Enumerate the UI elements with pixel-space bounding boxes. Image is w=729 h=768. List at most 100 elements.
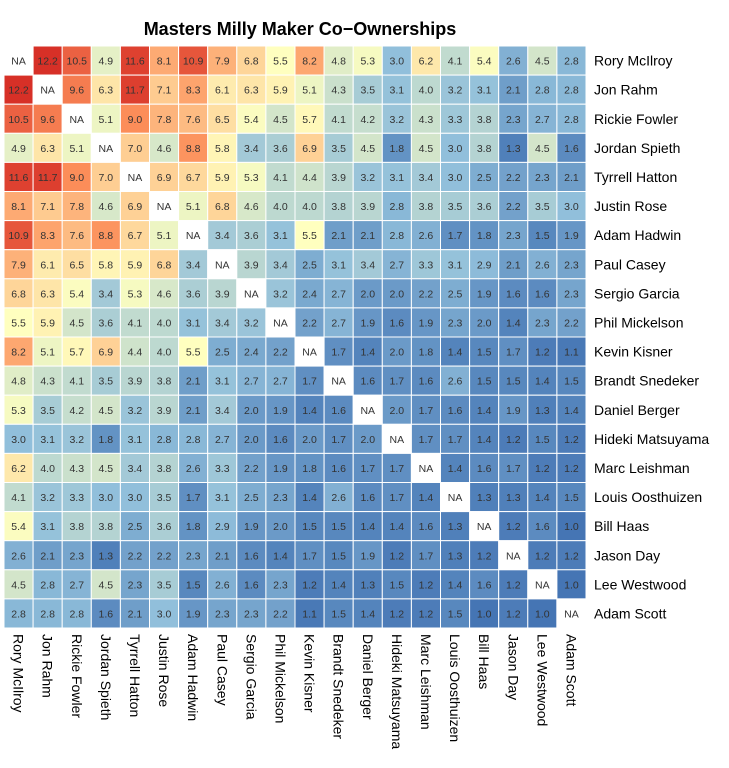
cell-value-label: NA (128, 172, 143, 184)
cell-value-label: 4.5 (273, 114, 288, 126)
cell-value-label: 2.2 (273, 608, 288, 620)
cell-value-label: 2.6 (331, 492, 346, 504)
cell-value-label: 1.7 (390, 492, 405, 504)
heatmap-cell (527, 540, 558, 571)
heatmap-cell (556, 336, 587, 367)
heatmap-cell (207, 598, 238, 629)
heatmap-cell (440, 365, 471, 396)
cell-value-label: 3.3 (215, 463, 230, 475)
cell-value-label: 6.8 (244, 56, 259, 68)
cell-value-label: 6.7 (128, 230, 143, 242)
cell-value-label: 1.2 (419, 608, 434, 620)
heatmap-cell (556, 191, 587, 222)
heatmap-cell (323, 598, 354, 629)
heatmap-cell (178, 132, 209, 163)
heatmap-cell (61, 511, 92, 542)
heatmap-cell (3, 482, 34, 513)
heatmap-cell (352, 132, 383, 163)
heatmap-cell (498, 394, 529, 425)
heatmap-cell (410, 161, 441, 192)
cell-value-label: 1.4 (448, 579, 463, 591)
cell-value-label: 8.1 (157, 56, 172, 68)
column-label: Tyrrell Hatton (127, 634, 143, 717)
heatmap-cell (527, 423, 558, 454)
column-label: Rickie Fowler (69, 634, 85, 718)
cell-value-label: 1.2 (535, 550, 550, 562)
heatmap-cell (178, 569, 209, 600)
heatmap-cell (32, 394, 63, 425)
cell-value-label: 6.1 (40, 259, 55, 271)
row-label: Phil Mickelson (594, 314, 683, 330)
cell-value-label: 2.0 (390, 347, 405, 359)
heatmap-cell (3, 540, 34, 571)
chart-title: Masters Milly Maker Co−Ownerships (143, 19, 457, 39)
cell-value-label: NA (360, 405, 375, 417)
heatmap-cell (556, 278, 587, 309)
row-label: Brandt Snedeker (594, 373, 699, 389)
heatmap-cell (469, 161, 500, 192)
column-label: Louis Oosthuizen (447, 634, 463, 742)
cell-value-label: 3.9 (157, 405, 172, 417)
cell-value-label: 8.3 (40, 230, 55, 242)
cell-value-label: 4.2 (69, 405, 84, 417)
cell-value-label: 1.4 (331, 579, 346, 591)
cell-value-label: 3.8 (331, 201, 346, 213)
cell-value-label: 1.2 (564, 550, 579, 562)
cell-value-label: 1.3 (99, 550, 114, 562)
cell-value-label: 3.5 (157, 492, 172, 504)
cell-value-label: 2.0 (244, 434, 259, 446)
heatmap-cell (556, 598, 587, 629)
heatmap-cell (498, 278, 529, 309)
row-label: Bill Haas (594, 518, 649, 534)
heatmap-cell (440, 220, 471, 251)
heatmap-cell (207, 74, 238, 105)
cell-value-label: 3.2 (360, 172, 375, 184)
cell-value-label: 2.0 (360, 434, 375, 446)
cell-value-label: 2.2 (564, 317, 579, 329)
cell-value-label: 3.8 (99, 521, 114, 533)
cell-value-label: 1.5 (477, 347, 492, 359)
cell-value-label: 1.9 (273, 405, 288, 417)
cell-value-label: 1.4 (302, 492, 317, 504)
cell-value-label: 2.8 (564, 85, 579, 97)
cell-value-label: 2.3 (506, 114, 521, 126)
heatmap-cell (149, 103, 180, 134)
cell-value-label: 1.5 (477, 376, 492, 388)
cell-value-label: 2.2 (506, 172, 521, 184)
cell-value-label: 2.7 (69, 579, 84, 591)
heatmap-cell (527, 365, 558, 396)
cell-value-label: 3.0 (11, 434, 26, 446)
cell-value-label: 5.3 (128, 288, 143, 300)
cell-value-label: 11.7 (38, 172, 58, 184)
row-label: Louis Oosthuizen (594, 489, 702, 505)
cell-value-label: 1.7 (419, 434, 434, 446)
cell-value-label: NA (157, 201, 172, 213)
cell-value-label: 11.7 (125, 85, 145, 97)
cell-value-label: 3.4 (360, 259, 375, 271)
cell-value-label: 5.3 (11, 405, 26, 417)
cell-value-label: 9.0 (128, 114, 143, 126)
cell-value-label: 3.5 (448, 201, 463, 213)
heatmap-cell (265, 220, 296, 251)
cell-value-label: 1.2 (477, 550, 492, 562)
cell-value-label: 1.4 (535, 492, 550, 504)
cell-value-label: 3.4 (215, 317, 230, 329)
cell-value-label: 6.5 (69, 259, 84, 271)
cell-value-label: 1.8 (477, 230, 492, 242)
cell-value-label: 1.8 (186, 521, 201, 533)
cell-value-label: 1.2 (535, 463, 550, 475)
heatmap-cell (352, 74, 383, 105)
heatmap-cell (498, 307, 529, 338)
cell-value-label: 3.3 (69, 492, 84, 504)
heatmap-cell (469, 569, 500, 600)
cell-value-label: 1.6 (477, 463, 492, 475)
cell-value-label: 2.8 (157, 434, 172, 446)
column-label: Hideki Matsuyama (389, 634, 405, 749)
cell-value-label: 2.1 (128, 608, 143, 620)
heatmap-cell (381, 278, 412, 309)
cell-value-label: 4.2 (360, 114, 375, 126)
cell-value-label: 5.1 (40, 347, 55, 359)
cell-value-label: 8.2 (11, 347, 26, 359)
heatmap-cell (207, 365, 238, 396)
cell-value-label: 5.4 (477, 56, 492, 68)
